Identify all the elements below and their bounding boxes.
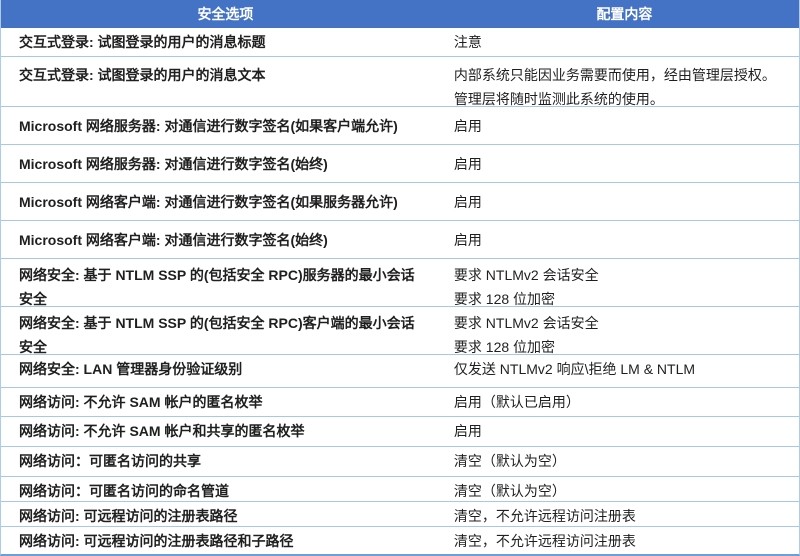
table-header-row: 安全选项 配置内容: [1, 0, 799, 28]
option-cell: 网络安全: LAN 管理器身份验证级别: [19, 361, 243, 377]
option-cell: 网络访问: 不允许 SAM 帐户和共享的匿名枚举: [19, 423, 305, 439]
table-row: 交互式登录: 试图登录的用户的消息标题 注意: [1, 28, 799, 57]
value-cell: 启用: [453, 232, 482, 248]
option-cell: Microsoft 网络服务器: 对通信进行数字签名(始终): [19, 156, 328, 172]
value-line: 内部系统只能因业务需要而使用，经由管理层授权。: [453, 67, 776, 83]
value-cell: 启用（默认已启用）: [453, 394, 580, 410]
value-cell: 启用: [453, 118, 482, 134]
value-cell: 要求 NTLMv2 会话安全 要求 128 位加密: [450, 259, 799, 311]
value-cell: 内部系统只能因业务需要而使用，经由管理层授权。 管理层将随时监测此系统的使用。: [450, 57, 799, 111]
table-row: Microsoft 网络服务器: 对通信进行数字签名(始终) 启用: [1, 145, 799, 183]
table-row: Microsoft 网络客户端: 对通信进行数字签名(始终) 启用: [1, 221, 799, 259]
option-cell: 网络安全: 基于 NTLM SSP 的(包括安全 RPC)服务器的最小会话安全: [19, 267, 415, 307]
value-line: 要求 NTLMv2 会话安全: [453, 315, 599, 331]
table-row: Microsoft 网络服务器: 对通信进行数字签名(如果客户端允许) 启用: [1, 107, 799, 145]
option-cell: 交互式登录: 试图登录的用户的消息标题: [19, 34, 266, 50]
option-cell: 网络访问：可匿名访问的共享: [19, 453, 201, 469]
header-config-content: 配置内容: [596, 6, 653, 22]
table-row: 交互式登录: 试图登录的用户的消息文本 内部系统只能因业务需要而使用，经由管理层…: [1, 57, 799, 107]
value-cell: 注意: [453, 34, 482, 50]
table-row: 网络访问：可匿名访问的共享 清空（默认为空）: [1, 447, 799, 477]
table-row: 网络安全: 基于 NTLM SSP 的(包括安全 RPC)客户端的最小会话安全 …: [1, 307, 799, 355]
value-cell: 仅发送 NTLMv2 响应\拒绝 LM & NTLM: [453, 361, 696, 377]
value-cell: 清空（默认为空）: [453, 453, 566, 469]
table-row: 网络访问: 可远程访问的注册表路径和子路径 清空，不允许远程访问注册表: [1, 527, 799, 554]
table-row: 网络安全: LAN 管理器身份验证级别 仅发送 NTLMv2 响应\拒绝 LM …: [1, 355, 799, 388]
value-line: 管理层将随时监测此系统的使用。: [453, 91, 664, 107]
option-cell: 网络访问: 不允许 SAM 帐户的匿名枚举: [19, 394, 263, 410]
value-cell: 启用: [453, 194, 482, 210]
value-line: 要求 NTLMv2 会话安全: [453, 267, 599, 283]
value-cell: 清空（默认为空）: [453, 483, 566, 499]
value-cell: 清空，不允许远程访问注册表: [453, 533, 636, 549]
header-security-options: 安全选项: [197, 6, 254, 22]
value-cell: 清空，不允许远程访问注册表: [453, 508, 636, 524]
option-cell: Microsoft 网络客户端: 对通信进行数字签名(始终): [19, 232, 328, 248]
option-cell: 网络访问: 可远程访问的注册表路径和子路径: [19, 533, 294, 549]
option-cell: 交互式登录: 试图登录的用户的消息文本: [19, 67, 266, 83]
value-cell: 要求 NTLMv2 会话安全 要求 128 位加密: [450, 307, 799, 359]
value-cell: 启用: [453, 423, 482, 439]
value-cell: 启用: [453, 156, 482, 172]
table-row: Microsoft 网络客户端: 对通信进行数字签名(如果服务器允许) 启用: [1, 183, 799, 221]
option-cell: 网络安全: 基于 NTLM SSP 的(包括安全 RPC)客户端的最小会话安全: [19, 315, 415, 355]
table-row: 网络访问: 可远程访问的注册表路径 清空，不允许远程访问注册表: [1, 502, 799, 527]
value-line: 要求 128 位加密: [453, 291, 556, 307]
option-cell: Microsoft 网络客户端: 对通信进行数字签名(如果服务器允许): [19, 194, 398, 210]
option-cell: 网络访问：可匿名访问的命名管道: [19, 483, 229, 499]
option-cell: 网络访问: 可远程访问的注册表路径: [19, 508, 238, 524]
table-row: 网络访问：可匿名访问的命名管道 清空（默认为空）: [1, 477, 799, 502]
table-row: 网络访问: 不允许 SAM 帐户和共享的匿名枚举 启用: [1, 417, 799, 447]
value-line: 要求 128 位加密: [453, 339, 556, 355]
table-row: 网络安全: 基于 NTLM SSP 的(包括安全 RPC)服务器的最小会话安全 …: [1, 259, 799, 307]
table-row: 网络访问: 不允许 SAM 帐户的匿名枚举 启用（默认已启用）: [1, 388, 799, 417]
option-cell: Microsoft 网络服务器: 对通信进行数字签名(如果客户端允许): [19, 118, 398, 134]
